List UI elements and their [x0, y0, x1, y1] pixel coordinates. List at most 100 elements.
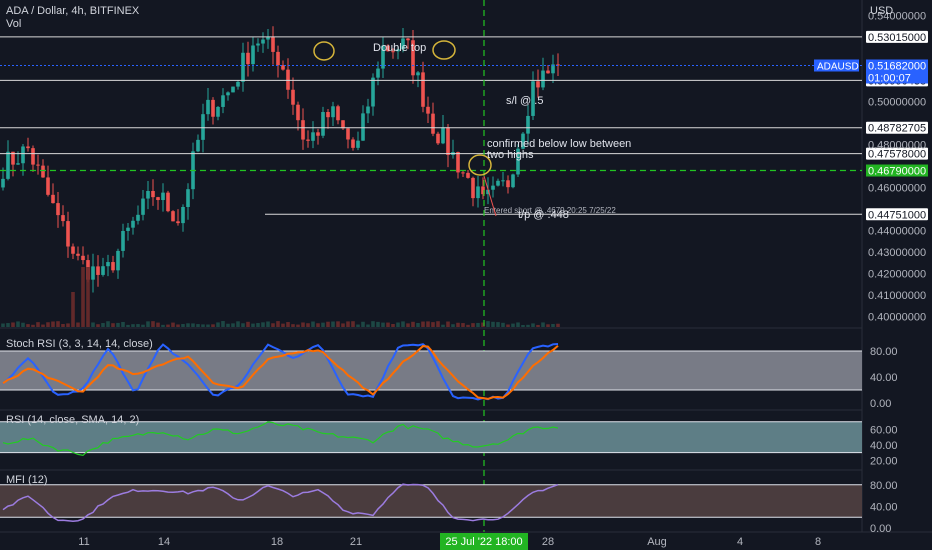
candle-body: [431, 113, 435, 134]
candle-body: [386, 45, 390, 52]
time-tick: 21: [350, 536, 362, 548]
candle-body: [456, 152, 460, 173]
volume-bar: [406, 323, 410, 327]
volume-bar: [146, 321, 150, 327]
candle-body: [151, 190, 155, 198]
entry-label: 0.46790000: [868, 166, 926, 178]
volume-bar: [11, 322, 15, 327]
candle-body: [506, 180, 510, 188]
volume-bar: [391, 323, 395, 327]
volume-bar: [71, 292, 75, 327]
time-tick: 18: [271, 536, 283, 548]
candle-body: [531, 81, 535, 116]
candle-body: [291, 89, 295, 105]
volume-bar: [176, 324, 180, 327]
candle-body: [71, 246, 75, 254]
volume-bar: [151, 321, 155, 327]
mfi-tick: 40.00: [870, 501, 898, 513]
volume-bar: [1, 323, 5, 327]
candle-body: [481, 186, 485, 195]
candle-body: [541, 70, 545, 88]
volume-bar: [31, 324, 35, 327]
candle-body: [361, 113, 365, 141]
volume-bar: [551, 324, 555, 327]
volume-label: Vol: [6, 18, 22, 30]
candle-body: [261, 39, 265, 44]
candle-body: [146, 190, 150, 199]
volume-bar: [516, 322, 520, 327]
top-circle-1: [313, 41, 335, 61]
volume-bar: [191, 323, 195, 327]
volume-bar: [456, 322, 460, 327]
time-highlight: 25 Jul '22 18:00: [445, 536, 522, 548]
candle-body: [216, 106, 220, 117]
volume-bar: [361, 321, 365, 327]
candle-body: [321, 112, 325, 136]
candle-body: [111, 262, 115, 271]
volume-bar: [426, 321, 430, 327]
candle-body: [446, 127, 450, 155]
candle-body: [406, 38, 410, 41]
price-tick: 0.46000000: [868, 182, 926, 194]
candle-body: [306, 139, 310, 141]
volume-bar: [546, 324, 550, 327]
volume-bar: [241, 323, 245, 327]
candle-body: [136, 214, 140, 221]
volume-bar: [531, 323, 535, 327]
volume-bar: [491, 321, 495, 327]
volume-bar: [376, 321, 380, 327]
candle-body: [346, 128, 350, 140]
volume-bar: [196, 324, 200, 327]
mfi-tick: 0.00: [870, 523, 891, 535]
level-label-bg: [866, 121, 928, 134]
double-top-label: Double top: [373, 42, 426, 54]
candle-body: [556, 64, 560, 66]
candle-body: [326, 112, 330, 118]
candle-body: [26, 146, 30, 149]
candle-body: [511, 174, 515, 188]
rsi-tick: 20.00: [870, 455, 898, 467]
volume-bar: [281, 323, 285, 327]
stoch-rsi-band: [0, 351, 862, 390]
current-price: 0.51682000: [868, 60, 926, 72]
current-price-bg: [866, 59, 928, 84]
volume-bar: [331, 321, 335, 327]
volume-bar: [231, 323, 235, 327]
mfi-title: MFI (12): [6, 474, 48, 486]
candle-body: [471, 177, 475, 199]
candle-body: [231, 86, 235, 93]
volume-bar: [326, 321, 330, 327]
stop-loss-label: s/l @ .5: [506, 95, 543, 107]
candle-body: [421, 72, 425, 107]
stoch-rsi-title: Stoch RSI (3, 3, 14, 14, close): [6, 338, 153, 350]
candle-body: [341, 120, 345, 129]
countdown: 01:00:07: [868, 72, 911, 84]
volume-bar: [341, 323, 345, 327]
confirmed-label-2: two highs: [487, 149, 534, 161]
mfi-line: [2, 483, 559, 522]
volume-bar: [236, 321, 240, 327]
volume-bar: [356, 324, 360, 327]
candle-body: [546, 70, 550, 74]
candle-body: [131, 220, 135, 228]
volume-bar: [166, 324, 170, 327]
mfi-tick: 80.00: [870, 480, 898, 492]
candle-body: [141, 198, 145, 215]
volume-bar: [311, 321, 315, 327]
candle-body: [46, 177, 50, 195]
volume-bar: [91, 322, 95, 327]
candle-body: [186, 189, 190, 208]
time-tick: Aug: [647, 536, 667, 548]
volume-bar: [536, 324, 540, 327]
volume-bar: [436, 321, 440, 327]
volume-bar: [101, 323, 105, 327]
volume-bar: [206, 324, 210, 327]
candle-body: [391, 51, 395, 53]
candle-body: [516, 148, 520, 175]
volume-bar: [501, 322, 505, 327]
candle-body: [126, 227, 130, 231]
candle-body: [211, 99, 215, 117]
candle-body: [76, 253, 80, 256]
volume-bar: [306, 323, 310, 327]
